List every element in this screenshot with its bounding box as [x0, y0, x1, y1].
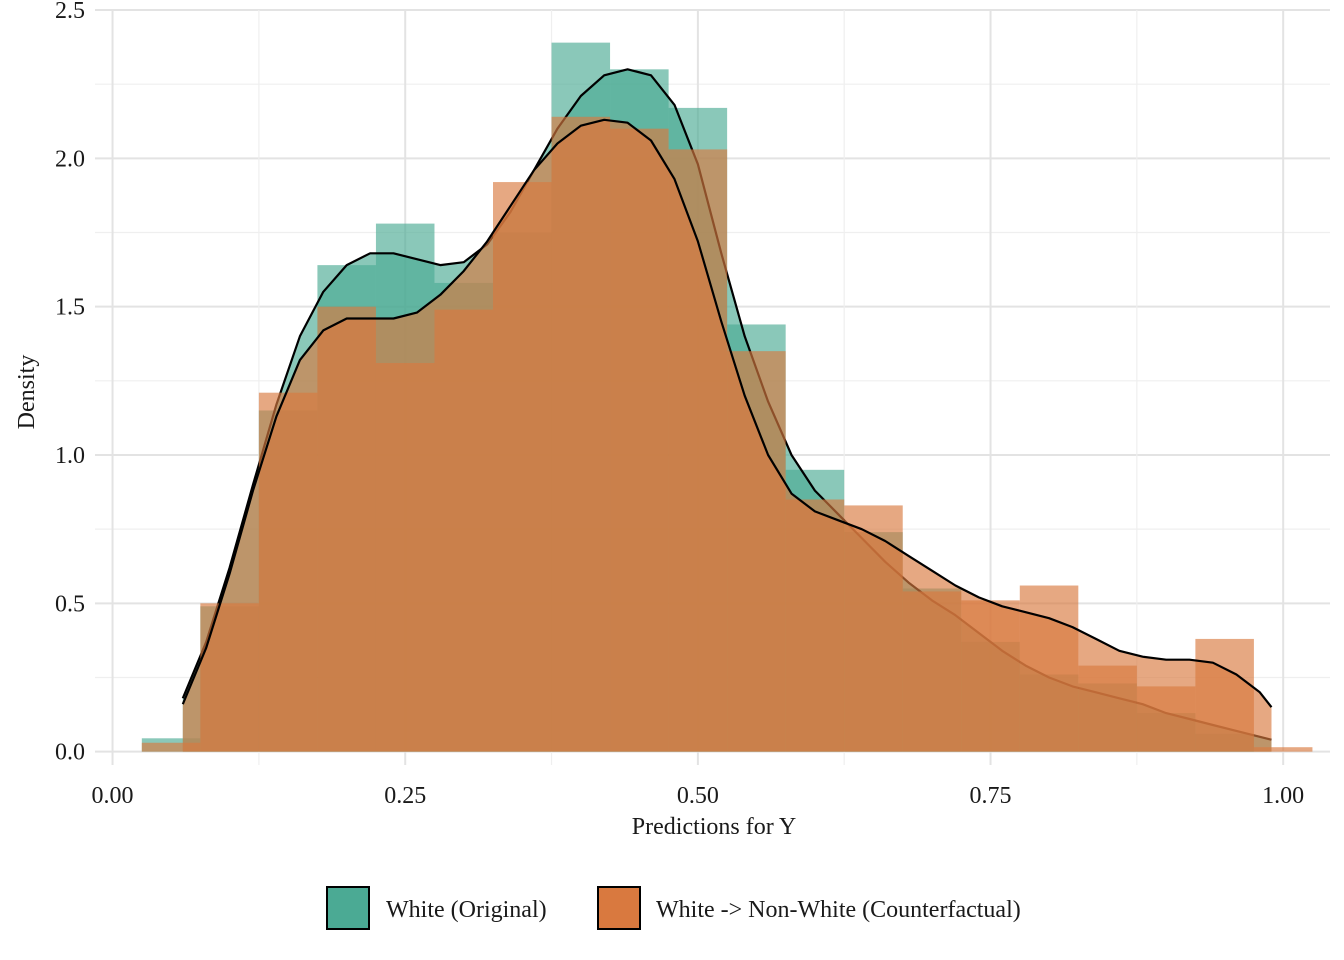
- y-tick-label: 0.0: [55, 740, 85, 766]
- y-tick-label: 2.5: [55, 0, 85, 24]
- y-axis-ticks: 0.0 0.5 1.0 1.5 2.0 2.5: [55, 0, 85, 766]
- x-tick-label: 0.75: [970, 783, 1012, 809]
- legend: White (Original) White -> Non-White (Cou…: [326, 886, 1021, 930]
- y-tick-label: 1.5: [55, 295, 85, 321]
- x-tick-label: 1.00: [1262, 783, 1304, 809]
- legend-swatch-counterfactual: [597, 886, 641, 930]
- density-counterfactual-curve: [181, 118, 1273, 708]
- x-tick-label: 0.25: [384, 783, 426, 809]
- y-tick-label: 0.5: [55, 591, 85, 617]
- x-tick-label: 0.00: [92, 783, 134, 809]
- density-counterfactual-area: [182, 119, 1272, 752]
- legend-label-counterfactual: White -> Non-White (Counterfactual): [656, 897, 1021, 923]
- x-tick-label: 0.50: [677, 783, 719, 809]
- hist-bar-counterfactual: [141, 742, 201, 752]
- hist-bar-counterfactual: [1253, 747, 1313, 752]
- x-axis-label: Predictions for Y: [632, 814, 796, 840]
- y-tick-label: 2.0: [55, 146, 85, 172]
- y-axis-label: Density: [14, 355, 40, 430]
- x-axis-ticks: 0.00 0.25 0.50 0.75 1.00: [92, 783, 1305, 809]
- density-area-counterfactual: [181, 118, 1273, 752]
- y-tick-label: 1.0: [55, 443, 85, 469]
- legend-label-white-original: White (Original): [386, 897, 547, 923]
- legend-swatch-white-original: [326, 886, 370, 930]
